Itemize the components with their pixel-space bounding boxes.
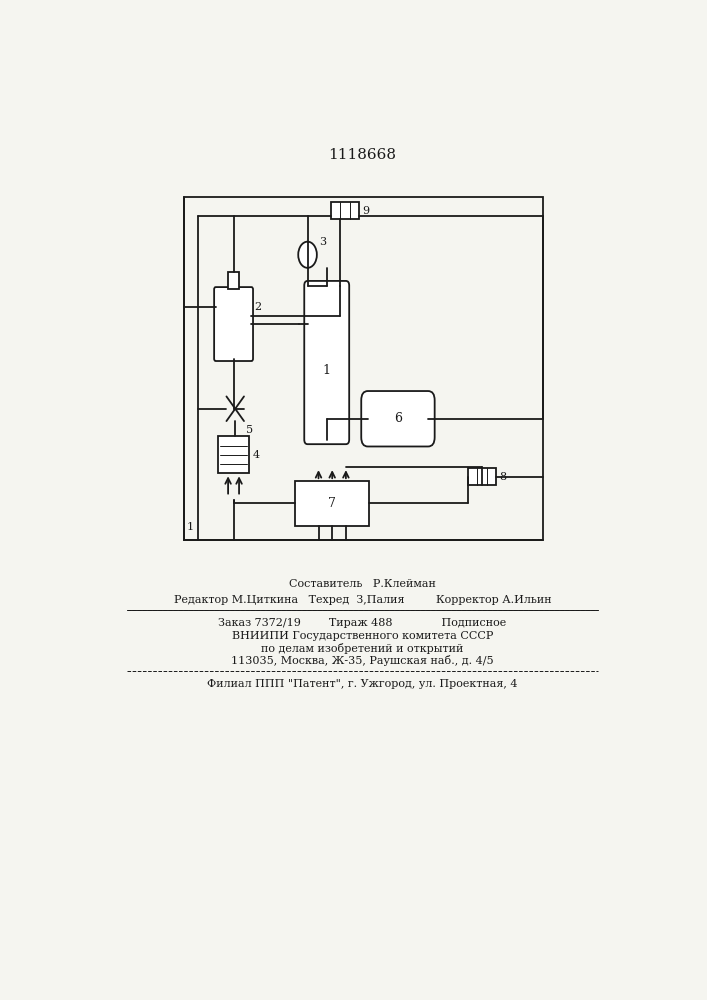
Text: 1: 1 xyxy=(322,364,331,377)
Text: Филиал ППП "Патент", г. Ужгород, ул. Проектная, 4: Филиал ППП "Патент", г. Ужгород, ул. Про… xyxy=(207,679,518,689)
Bar xyxy=(467,468,496,485)
FancyBboxPatch shape xyxy=(214,287,253,361)
Text: 3: 3 xyxy=(320,237,327,247)
Text: по делам изобретений и открытий: по делам изобретений и открытий xyxy=(261,643,464,654)
Text: 8: 8 xyxy=(498,472,506,482)
Text: 113035, Москва, Ж-35, Раушская наб., д. 4/5: 113035, Москва, Ж-35, Раушская наб., д. … xyxy=(231,655,493,666)
Text: ВНИИПИ Государственного комитета СССР: ВНИИПИ Государственного комитета СССР xyxy=(232,631,493,641)
Bar xyxy=(218,436,250,473)
Text: Редактор М.Циткина   Техред  З,Палия         Корректор А.Ильин: Редактор М.Циткина Техред З,Палия Коррек… xyxy=(173,595,551,605)
Bar xyxy=(228,272,240,289)
Text: 9: 9 xyxy=(362,206,369,216)
Text: 2: 2 xyxy=(254,302,262,312)
Bar xyxy=(331,202,359,219)
Text: 1: 1 xyxy=(187,522,194,532)
Bar xyxy=(185,197,543,540)
Circle shape xyxy=(298,242,317,268)
Text: 1118668: 1118668 xyxy=(328,148,397,162)
Text: 4: 4 xyxy=(252,450,259,460)
Bar xyxy=(296,481,369,526)
FancyBboxPatch shape xyxy=(361,391,435,446)
Text: 6: 6 xyxy=(394,412,402,425)
Text: Заказ 7372/19        Тираж 488              Подписное: Заказ 7372/19 Тираж 488 Подписное xyxy=(218,618,506,628)
Text: 5: 5 xyxy=(245,425,253,435)
Text: Составитель   Р.Клейман: Составитель Р.Клейман xyxy=(289,579,436,589)
FancyBboxPatch shape xyxy=(304,281,349,444)
Text: 7: 7 xyxy=(328,497,336,510)
